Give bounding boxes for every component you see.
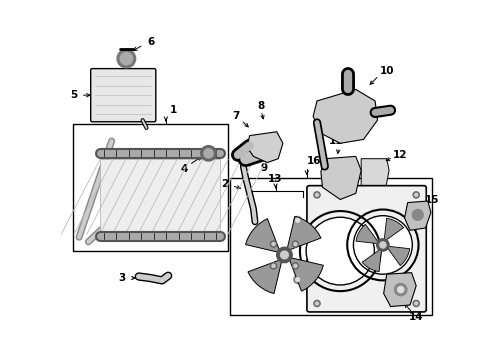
Circle shape <box>415 193 418 197</box>
Polygon shape <box>356 224 379 244</box>
Text: 10: 10 <box>379 66 394 76</box>
Circle shape <box>314 192 320 198</box>
Text: 7: 7 <box>232 111 239 121</box>
Polygon shape <box>384 273 416 306</box>
Text: 15: 15 <box>424 195 439 205</box>
Text: 6: 6 <box>147 37 155 47</box>
Text: 12: 12 <box>392 150 407 160</box>
Text: 5: 5 <box>70 90 77 100</box>
Polygon shape <box>245 219 280 252</box>
Circle shape <box>117 49 136 68</box>
Circle shape <box>413 192 419 198</box>
Circle shape <box>377 239 389 251</box>
Polygon shape <box>247 132 283 163</box>
Circle shape <box>293 263 298 269</box>
Circle shape <box>120 53 133 65</box>
Circle shape <box>314 300 320 306</box>
Text: 3: 3 <box>118 273 125 283</box>
FancyBboxPatch shape <box>307 186 426 312</box>
Text: 13: 13 <box>269 174 283 184</box>
Polygon shape <box>287 216 321 250</box>
Text: 4: 4 <box>180 164 187 174</box>
Bar <box>73 124 228 251</box>
Circle shape <box>353 216 412 274</box>
Text: 11: 11 <box>329 136 343 146</box>
Circle shape <box>316 302 318 305</box>
Circle shape <box>272 243 275 246</box>
Polygon shape <box>362 249 382 272</box>
Polygon shape <box>248 260 282 294</box>
FancyBboxPatch shape <box>91 69 156 122</box>
Circle shape <box>295 219 299 222</box>
Polygon shape <box>405 201 431 230</box>
Circle shape <box>412 210 423 220</box>
Circle shape <box>397 287 404 293</box>
Circle shape <box>293 241 298 247</box>
Circle shape <box>277 247 292 263</box>
Circle shape <box>294 216 301 224</box>
Circle shape <box>294 243 297 246</box>
Text: 9: 9 <box>261 163 268 173</box>
Circle shape <box>295 278 299 282</box>
Circle shape <box>415 302 418 305</box>
Text: 16: 16 <box>307 156 322 166</box>
Circle shape <box>294 264 297 267</box>
Text: 2: 2 <box>221 179 228 189</box>
Polygon shape <box>321 156 361 199</box>
Circle shape <box>413 300 419 306</box>
Circle shape <box>204 149 213 158</box>
Circle shape <box>201 145 216 161</box>
Circle shape <box>316 193 318 197</box>
Text: 14: 14 <box>409 312 423 322</box>
Polygon shape <box>313 89 377 143</box>
Polygon shape <box>361 159 389 195</box>
Polygon shape <box>289 257 323 291</box>
Text: 1: 1 <box>170 105 177 115</box>
Circle shape <box>270 263 276 269</box>
Circle shape <box>294 276 301 283</box>
Bar <box>230 178 432 315</box>
Circle shape <box>281 251 288 259</box>
Circle shape <box>270 241 276 247</box>
Circle shape <box>306 217 374 285</box>
Circle shape <box>380 242 386 248</box>
Circle shape <box>394 283 407 296</box>
Bar <box>100 159 220 234</box>
Text: 8: 8 <box>258 101 265 111</box>
Polygon shape <box>387 246 410 266</box>
Circle shape <box>272 264 275 267</box>
Polygon shape <box>384 218 404 241</box>
